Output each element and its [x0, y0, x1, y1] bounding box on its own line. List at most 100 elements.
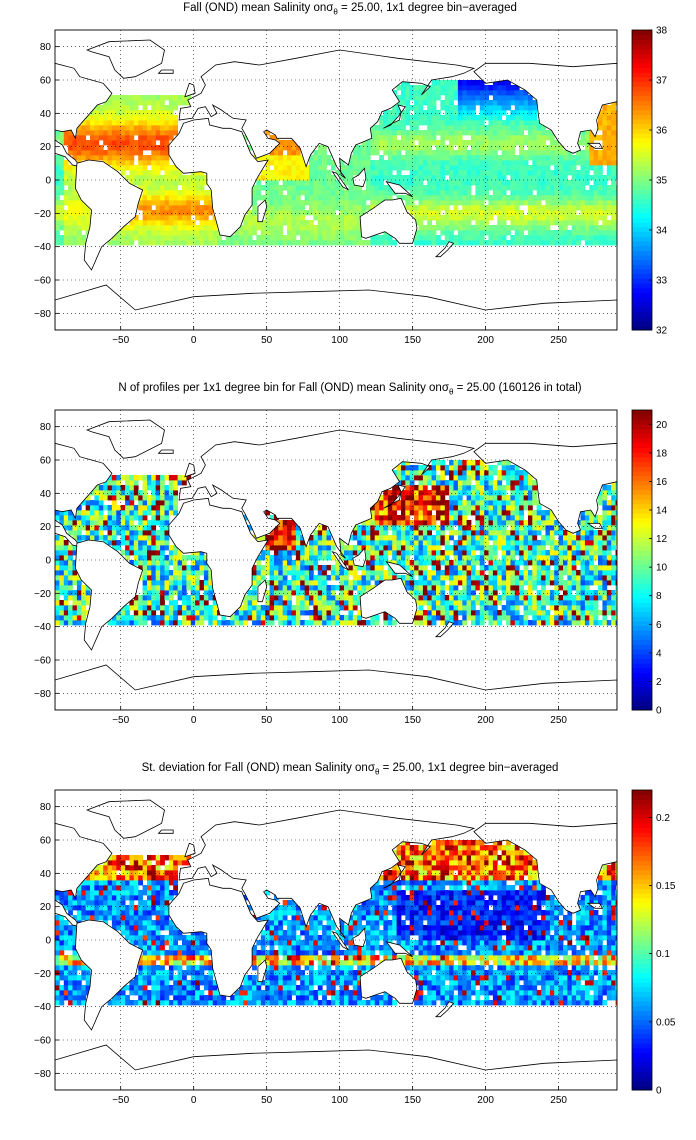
data-cell — [418, 140, 424, 146]
data-cell — [510, 540, 516, 546]
data-cell — [322, 240, 327, 246]
data-cell — [436, 200, 441, 206]
data-cell — [282, 140, 288, 146]
data-cell — [427, 505, 432, 511]
data-cell — [335, 565, 341, 571]
data-cell — [488, 155, 494, 161]
data-cell — [523, 505, 529, 511]
data-cell — [501, 505, 507, 511]
data-cell — [379, 515, 384, 521]
data-cell — [606, 210, 612, 216]
data-cell — [449, 570, 454, 576]
data-cell — [510, 535, 516, 541]
data-cell — [339, 615, 345, 621]
data-cell — [322, 545, 327, 551]
data-cell — [554, 195, 559, 201]
data-cell — [615, 165, 617, 171]
colorbar-swatch — [632, 278, 652, 284]
data-cell — [317, 170, 323, 176]
data-cell — [142, 505, 148, 511]
data-cell — [168, 165, 174, 171]
data-cell — [322, 580, 327, 586]
data-cell — [580, 135, 586, 141]
data-cell — [418, 565, 424, 571]
data-cell — [317, 525, 323, 531]
data-cell — [479, 485, 485, 491]
data-cell — [457, 195, 463, 201]
data-cell — [457, 190, 463, 196]
data-cell — [326, 605, 332, 611]
colorbar-swatch — [632, 58, 652, 64]
data-cell — [383, 195, 389, 201]
data-cell — [484, 565, 489, 571]
data-cell — [422, 225, 428, 231]
data-cell — [160, 540, 165, 546]
data-cell — [190, 235, 196, 241]
data-cell — [173, 120, 178, 126]
data-cell — [414, 550, 419, 556]
data-cell — [510, 580, 516, 586]
data-cell — [370, 175, 376, 181]
data-cell — [107, 525, 113, 531]
data-cell — [449, 575, 454, 581]
data-cell — [142, 520, 148, 526]
data-cell — [317, 220, 323, 226]
data-cell — [506, 470, 511, 476]
data-cell — [466, 600, 472, 606]
data-cell — [440, 555, 446, 561]
data-cell — [269, 540, 275, 546]
data-cell — [488, 105, 494, 111]
data-cell — [147, 200, 152, 206]
data-cell — [405, 105, 411, 111]
data-cell — [199, 215, 205, 221]
data-cell — [453, 170, 459, 176]
data-cell — [414, 470, 419, 476]
data-cell — [309, 545, 314, 551]
data-cell — [357, 580, 362, 586]
data-cell — [484, 220, 489, 226]
data-cell — [348, 210, 354, 216]
data-cell — [501, 580, 507, 586]
data-cell — [383, 235, 389, 241]
data-cell — [506, 485, 511, 491]
data-cell — [260, 550, 266, 556]
data-cell — [72, 225, 78, 231]
data-cell — [453, 155, 459, 161]
data-cell — [63, 585, 69, 591]
data-cell — [401, 575, 406, 581]
data-cell — [81, 500, 87, 506]
data-cell — [519, 585, 524, 591]
data-cell — [55, 215, 60, 221]
data-cell — [295, 160, 301, 166]
data-cell — [256, 570, 262, 576]
data-cell — [611, 195, 616, 201]
data-cells — [55, 455, 617, 626]
data-cell — [383, 620, 389, 626]
data-cell — [125, 490, 130, 496]
data-cell — [186, 585, 192, 591]
data-cell — [492, 465, 498, 471]
data-cell — [300, 605, 305, 611]
data-cell — [374, 620, 380, 626]
data-cell — [94, 525, 100, 531]
data-cell — [133, 170, 139, 176]
data-cell — [120, 130, 126, 136]
data-cell — [133, 515, 139, 521]
data-cell — [59, 575, 65, 581]
data-cell — [295, 190, 301, 196]
data-cell — [571, 240, 577, 246]
data-cell — [243, 610, 249, 616]
data-cell — [602, 205, 608, 211]
data-cell — [409, 170, 415, 176]
data-cell — [344, 570, 349, 576]
data-cell — [63, 620, 69, 626]
data-cell — [449, 140, 454, 146]
data-cell — [103, 100, 108, 106]
data-cell — [138, 575, 143, 581]
data-cell — [168, 545, 174, 551]
data-cell — [444, 540, 450, 546]
data-cell — [125, 540, 130, 546]
data-cell — [536, 210, 542, 216]
data-cell — [94, 155, 100, 161]
data-cell — [484, 100, 489, 106]
